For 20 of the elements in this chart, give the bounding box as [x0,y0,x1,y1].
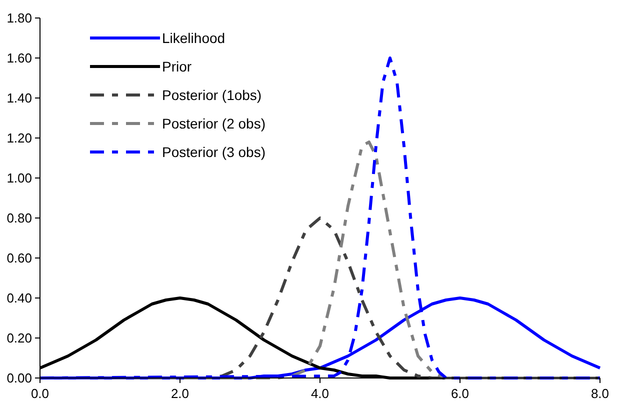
y-tick-label: 1.80 [6,10,32,26]
x-tick-label: 6.0 [450,386,470,401]
x-tick-label: 2.0 [170,386,190,401]
legend-label: Posterior (1obs) [162,86,262,103]
y-tick-label: 0.00 [6,370,32,386]
y-tick-label: 0.20 [6,330,32,346]
y-tick-label: 1.40 [6,90,32,106]
y-tick-label: 1.00 [6,170,32,186]
legend-label: Likelihood [162,30,226,46]
y-tick-label: 1.20 [6,130,32,146]
y-tick-label: 0.60 [6,250,32,266]
legend-label: Posterior (3 obs) [162,144,266,160]
y-tick-label: 1.60 [6,50,32,66]
legend-label: Prior [162,58,192,74]
y-tick-label: 0.40 [6,290,32,306]
legend-label: Posterior (2 obs) [162,115,266,132]
y-tick-label: 0.80 [6,210,32,226]
x-tick-label: 0.0 [30,386,50,401]
x-tick-label: 8.0 [590,386,610,401]
x-tick-label: 4.0 [310,386,330,401]
